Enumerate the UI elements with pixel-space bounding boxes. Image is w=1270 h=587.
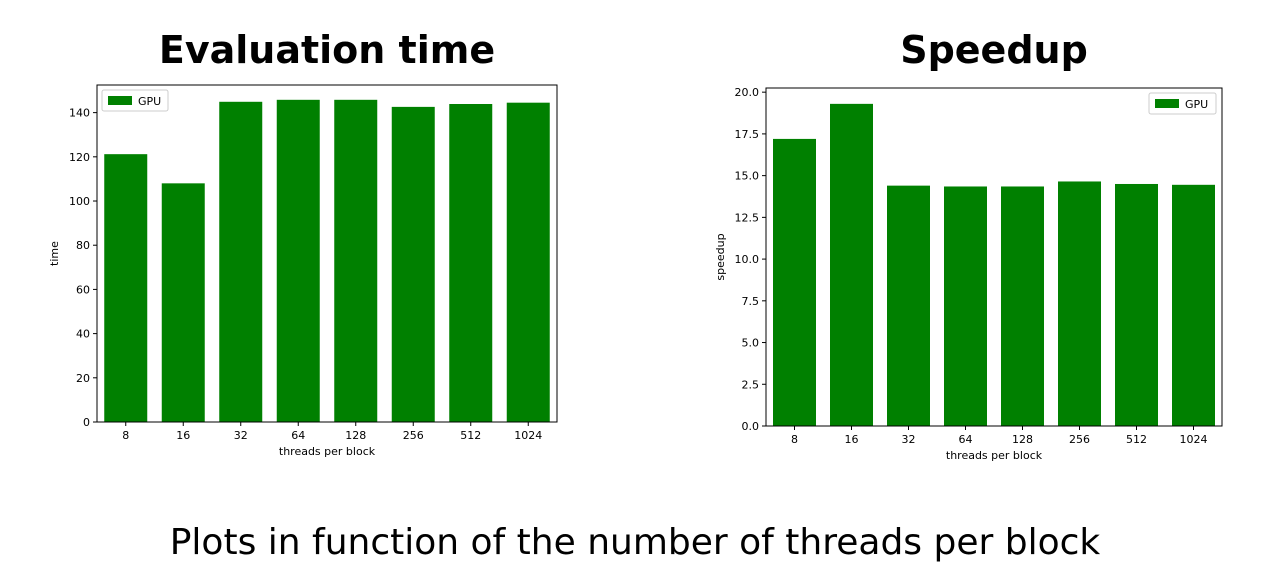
bar-16 [830, 103, 873, 427]
y-tick-label: 140 [69, 107, 90, 120]
bar-8 [773, 138, 816, 426]
y-tick-label: 60 [76, 283, 90, 296]
legend: GPU [101, 89, 169, 112]
legend-label: GPU [138, 95, 161, 108]
y-axis-label: speedup [714, 233, 727, 280]
y-tick-label: 5.0 [742, 337, 760, 350]
x-tick-label: 1024 [1180, 433, 1208, 446]
x-tick-label: 512 [460, 429, 481, 442]
y-tick-label: 12.5 [735, 211, 760, 224]
x-tick-label: 1024 [514, 429, 542, 442]
bar-128 [1001, 186, 1044, 426]
bar-64 [944, 186, 987, 426]
bar-32 [219, 101, 263, 422]
x-tick-label: 512 [1126, 433, 1147, 446]
x-axis-label: threads per block [946, 449, 1043, 462]
x-tick-label: 32 [234, 429, 248, 442]
x-tick-label: 64 [959, 433, 973, 446]
legend-box [1148, 92, 1217, 115]
bar-32 [887, 185, 930, 426]
chart-evaluation-time: 8 16 32 64 128 256 512 1024 0 20 40 60 80 100 120 140 th… [48, 84, 558, 458]
x-tick-label: 16 [176, 429, 190, 442]
y-tick-label: 10.0 [735, 253, 760, 266]
x-tick-label: 64 [291, 429, 305, 442]
legend-box [101, 89, 169, 112]
plot-frame [765, 87, 1223, 427]
y-tick-label: 0 [83, 416, 90, 429]
bar-256 [1058, 181, 1101, 426]
y-tick-label: 120 [69, 151, 90, 164]
bar-1024 [1172, 184, 1215, 426]
bar-16 [161, 183, 205, 422]
y-tick-label: 20.0 [735, 86, 760, 99]
bar-128 [334, 99, 378, 422]
y-tick-label: 15.0 [735, 170, 760, 183]
y-tick-label: 40 [76, 328, 90, 341]
y-tick-label: 20 [76, 372, 90, 385]
x-tick-label: 16 [845, 433, 859, 446]
bar-64 [276, 99, 320, 422]
legend-swatch [1155, 99, 1179, 108]
legend-swatch [108, 96, 132, 105]
chart-title-speedup: Speedup [900, 28, 1088, 72]
legend-label: GPU [1185, 98, 1208, 111]
x-tick-label: 128 [345, 429, 366, 442]
y-tick-label: 100 [69, 195, 90, 208]
x-tick-label: 8 [791, 433, 798, 446]
plot-frame [96, 84, 558, 423]
y-axis-label: time [48, 241, 61, 266]
x-axis-label: threads per block [279, 445, 376, 458]
legend: GPU [1148, 92, 1217, 115]
y-tick-label: 0.0 [742, 420, 760, 433]
y-tick-label: 7.5 [742, 295, 760, 308]
bar-512 [1115, 183, 1158, 426]
x-tick-label: 128 [1012, 433, 1033, 446]
y-tick-label: 2.5 [742, 378, 760, 391]
chart-title-evaluation-time: Evaluation time [158, 28, 496, 72]
y-tick-label: 80 [76, 239, 90, 252]
x-tick-label: 256 [403, 429, 424, 442]
y-tick-label: 17.5 [735, 128, 760, 141]
x-tick-label: 8 [122, 429, 129, 442]
x-tick-label: 32 [902, 433, 916, 446]
x-tick-label: 256 [1069, 433, 1090, 446]
chart-speedup: 8 16 32 64 128 256 512 1024 0.0 2.5 5.0 7.5 10.0 12.5… [714, 86, 1223, 462]
bar-8 [104, 154, 148, 423]
bar-1024 [506, 102, 550, 423]
bar-256 [391, 106, 435, 422]
bar-512 [449, 104, 493, 422]
figure-caption: Plots in function of the number of threa… [169, 522, 1101, 563]
